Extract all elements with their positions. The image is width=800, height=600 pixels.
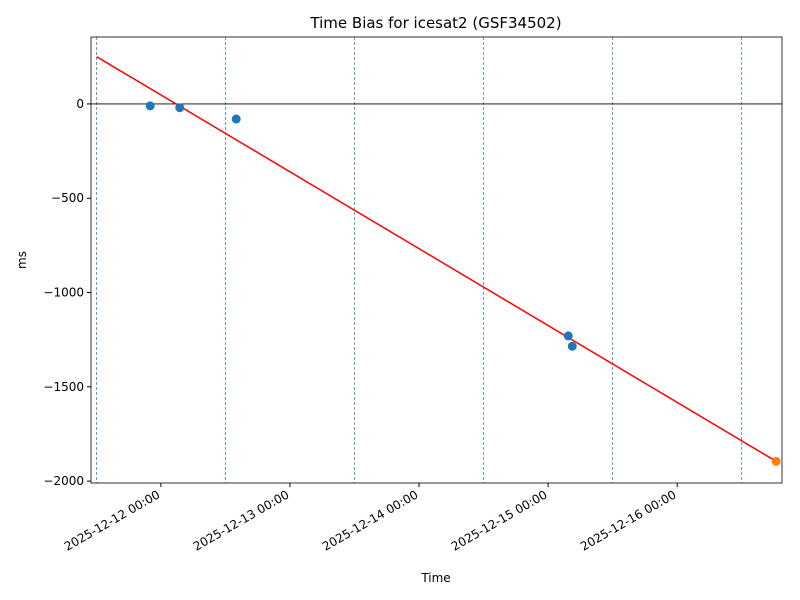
chart-title: Time Bias for icesat2 (GSF34502) <box>309 14 561 32</box>
y-tick-label: −1500 <box>43 380 84 394</box>
point <box>175 103 185 113</box>
y-tick-label: −1000 <box>43 286 84 300</box>
y-axis-label: ms <box>15 251 29 269</box>
point <box>563 331 573 341</box>
point <box>145 101 155 111</box>
y-tick-label: −2000 <box>43 474 84 488</box>
plot-frame <box>90 36 783 484</box>
x-tick-label: 2025-12-15 00:00 <box>449 487 550 553</box>
y-tick-label: −500 <box>51 191 84 205</box>
x-tick-label: 2025-12-14 00:00 <box>320 487 421 553</box>
point <box>567 341 577 351</box>
x-tick-label: 2025-12-16 00:00 <box>578 487 679 553</box>
fit-line <box>96 56 777 462</box>
x-tick-label: 2025-12-12 00:00 <box>62 487 163 553</box>
x-axis-label: Time <box>420 571 450 585</box>
y-tick-label: 0 <box>76 97 84 111</box>
point <box>771 456 781 466</box>
point <box>231 114 241 124</box>
x-tick-label: 2025-12-13 00:00 <box>191 487 292 553</box>
